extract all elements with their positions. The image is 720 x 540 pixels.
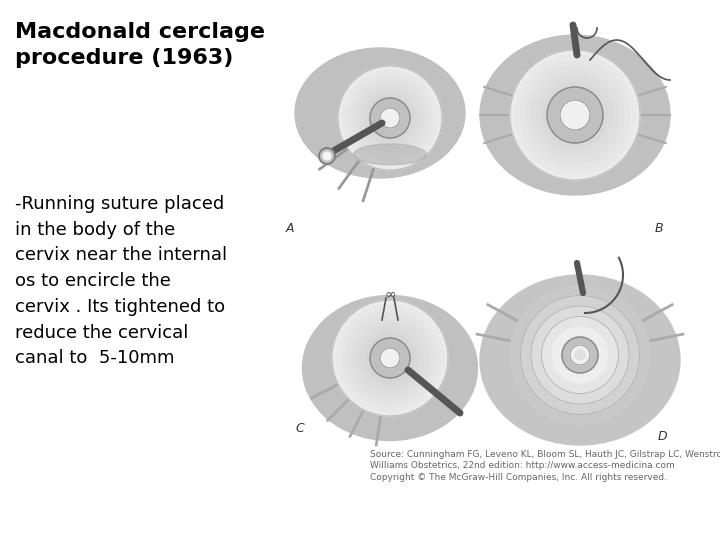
Circle shape bbox=[382, 109, 399, 127]
Circle shape bbox=[564, 104, 586, 126]
Circle shape bbox=[361, 329, 419, 387]
Circle shape bbox=[360, 87, 420, 148]
Circle shape bbox=[575, 350, 585, 360]
Text: Williams Obstetrics, 22nd edition: http://www.access-medicina.com: Williams Obstetrics, 22nd edition: http:… bbox=[370, 461, 675, 470]
Circle shape bbox=[370, 338, 410, 378]
Circle shape bbox=[356, 83, 425, 153]
Circle shape bbox=[346, 314, 433, 402]
Ellipse shape bbox=[480, 275, 680, 445]
Circle shape bbox=[516, 56, 634, 174]
Circle shape bbox=[570, 345, 590, 365]
Circle shape bbox=[371, 339, 410, 377]
Circle shape bbox=[319, 148, 335, 164]
Circle shape bbox=[386, 113, 395, 123]
Circle shape bbox=[559, 99, 591, 131]
Circle shape bbox=[526, 66, 624, 164]
Circle shape bbox=[521, 295, 639, 415]
Circle shape bbox=[570, 345, 590, 365]
Circle shape bbox=[560, 100, 590, 130]
Text: B: B bbox=[655, 222, 664, 235]
Circle shape bbox=[554, 93, 597, 137]
Circle shape bbox=[332, 300, 448, 416]
Circle shape bbox=[351, 79, 429, 157]
Circle shape bbox=[342, 309, 438, 406]
Circle shape bbox=[552, 327, 608, 383]
Text: ∞: ∞ bbox=[384, 288, 396, 302]
Circle shape bbox=[364, 92, 416, 144]
Text: Macdonald cerclage
procedure (1963): Macdonald cerclage procedure (1963) bbox=[15, 22, 265, 68]
Ellipse shape bbox=[480, 35, 670, 195]
Circle shape bbox=[531, 306, 629, 404]
Circle shape bbox=[380, 348, 400, 368]
Circle shape bbox=[531, 72, 618, 158]
Circle shape bbox=[373, 100, 408, 136]
Circle shape bbox=[380, 108, 400, 128]
Circle shape bbox=[323, 152, 331, 160]
Circle shape bbox=[547, 87, 603, 143]
Circle shape bbox=[356, 324, 424, 392]
Circle shape bbox=[369, 96, 412, 140]
Circle shape bbox=[510, 285, 650, 425]
Circle shape bbox=[510, 50, 640, 180]
Text: A: A bbox=[286, 222, 294, 235]
Text: Copyright © The McGraw-Hill Companies, Inc. All rights reserved.: Copyright © The McGraw-Hill Companies, I… bbox=[370, 473, 667, 482]
Circle shape bbox=[338, 66, 442, 170]
Circle shape bbox=[548, 88, 602, 142]
Circle shape bbox=[537, 77, 613, 153]
Circle shape bbox=[385, 353, 395, 363]
Circle shape bbox=[337, 305, 444, 411]
Ellipse shape bbox=[302, 295, 477, 441]
Text: C: C bbox=[295, 422, 304, 435]
Text: D: D bbox=[658, 430, 667, 443]
Ellipse shape bbox=[295, 48, 465, 178]
Circle shape bbox=[342, 70, 438, 166]
Text: -Running suture placed
in the body of the
cervix near the internal
os to encircl: -Running suture placed in the body of th… bbox=[15, 195, 227, 367]
Ellipse shape bbox=[354, 144, 426, 165]
Circle shape bbox=[376, 343, 405, 373]
Circle shape bbox=[346, 75, 433, 161]
Circle shape bbox=[380, 348, 400, 368]
Circle shape bbox=[377, 105, 403, 131]
Circle shape bbox=[351, 319, 428, 397]
Circle shape bbox=[562, 337, 598, 373]
Circle shape bbox=[542, 83, 608, 147]
Circle shape bbox=[570, 110, 580, 120]
Circle shape bbox=[541, 316, 618, 394]
Circle shape bbox=[521, 61, 629, 169]
Text: Source: Cunningham FG, Leveno KL, Bloom SL, Hauth JC, Gilstrap LC, Wenstrom KD:: Source: Cunningham FG, Leveno KL, Bloom … bbox=[370, 450, 720, 459]
Circle shape bbox=[366, 334, 414, 382]
Circle shape bbox=[370, 98, 410, 138]
